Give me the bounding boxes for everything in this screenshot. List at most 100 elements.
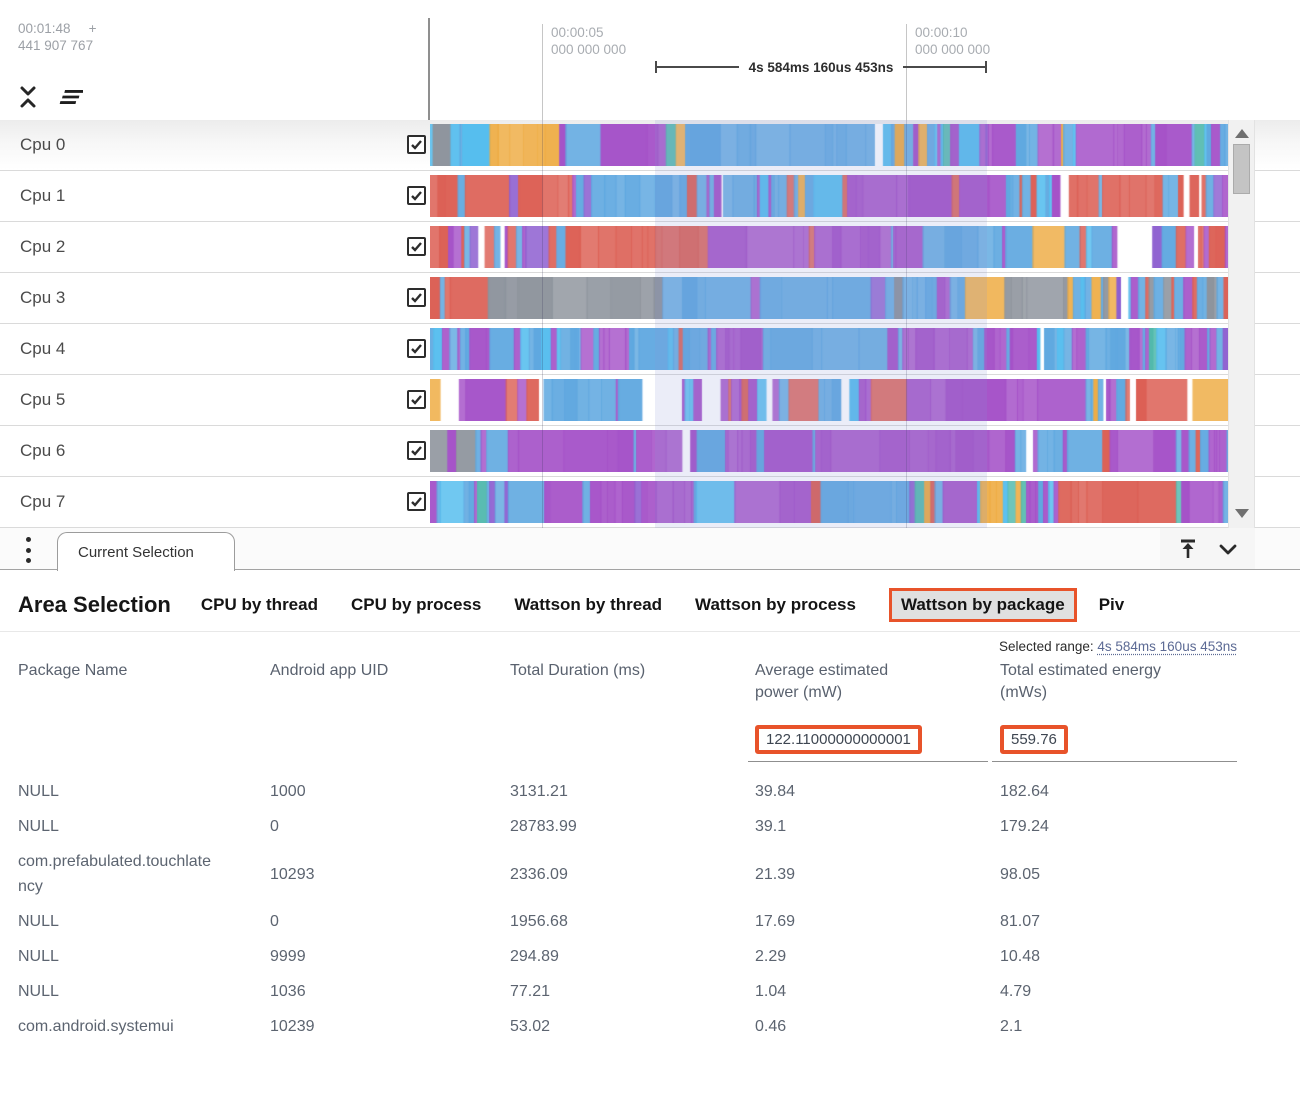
cpu-sched-track-canvas[interactable]	[430, 175, 1228, 217]
timeline-toolbar	[15, 84, 83, 110]
cell-package: com.android.systemui	[18, 1018, 174, 1035]
timeline-header: 00:01:48 + 441 907 767 00:00:05 000 000 0…	[0, 0, 1300, 120]
track-row-cpu2[interactable]: Cpu 2	[0, 222, 1300, 273]
tab-wattson-by-package[interactable]: Wattson by package	[888, 587, 1077, 622]
track-label: Cpu 7	[20, 492, 66, 511]
cursor-plus: +	[88, 21, 97, 36]
track-checkbox[interactable]	[407, 492, 426, 511]
track-label: Cpu 6	[20, 441, 66, 460]
cursor-time: 00:01:48	[18, 21, 71, 36]
area-selection-overlay	[655, 120, 987, 528]
cell-avg-power: 17.69	[755, 913, 796, 930]
col-total-estimated-energy: Total estimated energy (mWs)	[1000, 662, 1161, 701]
cpu-sched-track-canvas[interactable]	[430, 277, 1228, 319]
cell-duration: 3131.21	[510, 783, 568, 800]
tab-cpu-by-process[interactable]: CPU by process	[350, 594, 482, 614]
bracket-line-right	[903, 66, 985, 68]
tab-cpu-by-thread[interactable]: CPU by thread	[200, 594, 318, 614]
tab-pivot-table-truncated[interactable]: Piv	[1098, 594, 1125, 614]
cell-duration: 28783.99	[510, 818, 577, 835]
summary-avg-power-value: 122.11000000000001	[766, 730, 911, 748]
table-row: NULL 0 1956.68 17.69 81.07	[18, 904, 1237, 939]
collapse-panel-chevron-down-icon[interactable]	[1215, 536, 1241, 562]
scroll-down-arrow-icon[interactable]	[1235, 509, 1249, 518]
collapse-tracks-icon[interactable]	[15, 84, 41, 110]
kebab-menu-icon[interactable]	[24, 537, 32, 563]
cell-avg-power: 21.39	[755, 865, 796, 883]
table-summary-row: 122.11000000000001 559.76	[18, 716, 1237, 762]
cell-duration: 1956.68	[510, 913, 568, 930]
timeline-start-gridline	[428, 18, 430, 120]
summary-empty	[510, 716, 755, 762]
cell-duration: 294.89	[510, 948, 559, 965]
track-label: Cpu 5	[20, 390, 66, 409]
cpu-sched-track-canvas[interactable]	[430, 328, 1228, 370]
sort-tracks-icon[interactable]	[57, 84, 83, 110]
track-row-cpu7[interactable]: Cpu 7	[0, 477, 1300, 528]
cell-duration: 77.21	[510, 983, 551, 1000]
track-row-cpu1[interactable]: Cpu 1	[0, 171, 1300, 222]
cell-total-energy: 98.05	[1000, 865, 1041, 883]
scrollbar-thumb[interactable]	[1233, 144, 1250, 194]
table-header-row: Package Name Android app UID Total Durat…	[18, 654, 1237, 704]
summary-total-energy-cell: 559.76	[992, 716, 1237, 762]
track-label: Cpu 1	[20, 186, 66, 205]
selected-range-value-link[interactable]: 4s 584ms 160us 453ns	[1097, 639, 1237, 654]
selected-range-row: Selected range: 4s 584ms 160us 453ns	[0, 639, 1300, 654]
track-checkbox[interactable]	[407, 390, 426, 409]
tab-wattson-by-thread[interactable]: Wattson by thread	[514, 594, 663, 614]
track-row-cpu0[interactable]: Cpu 0	[0, 120, 1300, 171]
tick-time: 00:00:05	[551, 25, 604, 40]
track-row-cpu5[interactable]: Cpu 5	[0, 375, 1300, 426]
table-row: NULL 0 28783.99 39.1 179.24	[18, 809, 1237, 844]
tab-current-selection[interactable]: Current Selection	[57, 532, 235, 571]
bracket-line-left	[657, 66, 739, 68]
timeline-tick-1: 00:00:10 000 000 000	[906, 24, 990, 120]
tracks-scrollbar[interactable]	[1228, 120, 1255, 528]
cell-package: NULL	[18, 783, 59, 800]
cpu-sched-track-canvas[interactable]	[430, 226, 1228, 268]
selected-range-label: Selected range:	[999, 639, 1094, 654]
track-checkbox[interactable]	[407, 237, 426, 256]
col-total-duration: Total Duration (ms)	[510, 662, 646, 679]
table-row: com.prefabulated.touchlatency 10293 2336…	[18, 844, 1237, 904]
track-checkbox[interactable]	[407, 135, 426, 154]
cpu-sched-track-canvas[interactable]	[430, 481, 1228, 523]
col-android-app-uid: Android app UID	[270, 662, 389, 679]
summary-empty	[270, 716, 510, 762]
cell-total-energy: 182.64	[1000, 783, 1049, 800]
table-row: NULL 9999 294.89 2.29 10.48	[18, 939, 1237, 974]
bracket-left-tick	[655, 61, 657, 73]
cell-uid: 10239	[270, 1018, 315, 1035]
scroll-up-arrow-icon[interactable]	[1235, 129, 1249, 138]
cell-total-energy: 2.1	[1000, 1018, 1023, 1035]
expand-panel-to-top-icon[interactable]	[1175, 536, 1201, 562]
cpu-sched-track-canvas[interactable]	[430, 379, 1228, 421]
track-label: Cpu 0	[20, 135, 66, 154]
track-row-cpu3[interactable]: Cpu 3	[0, 273, 1300, 324]
cell-uid: 1036	[270, 983, 306, 1000]
area-selection-title: Area Selection	[18, 591, 171, 617]
details-tabstrip: Current Selection	[0, 528, 1300, 571]
track-checkbox[interactable]	[407, 288, 426, 307]
track-checkbox[interactable]	[407, 441, 426, 460]
cell-avg-power: 0.46	[755, 1018, 787, 1035]
cell-avg-power: 1.04	[755, 983, 787, 1000]
track-list: Cpu 0 Cpu 1 Cpu 2 Cpu 3 Cpu 4 Cpu 5 Cpu …	[0, 120, 1300, 528]
track-label: Cpu 3	[20, 288, 66, 307]
timeline-tick-0: 00:00:05 000 000 000	[542, 24, 626, 120]
cell-total-energy: 10.48	[1000, 948, 1041, 965]
tab-wattson-by-process[interactable]: Wattson by process	[695, 594, 856, 614]
track-checkbox[interactable]	[407, 186, 426, 205]
cell-uid: 0	[270, 913, 279, 930]
track-row-cpu4[interactable]: Cpu 4	[0, 324, 1300, 375]
cell-total-energy: 179.24	[1000, 818, 1049, 835]
summary-avg-power-cell: 122.11000000000001	[748, 716, 1000, 762]
track-checkbox[interactable]	[407, 339, 426, 358]
cpu-sched-track-canvas[interactable]	[430, 124, 1228, 166]
cpu-sched-track-canvas[interactable]	[430, 430, 1228, 472]
panel-controls	[1160, 528, 1255, 569]
track-row-cpu6[interactable]: Cpu 6	[0, 426, 1300, 477]
col-average-estimated-power: Average estimated power (mW)	[755, 662, 889, 701]
tick-nanoseconds: 000 000 000	[551, 42, 627, 57]
